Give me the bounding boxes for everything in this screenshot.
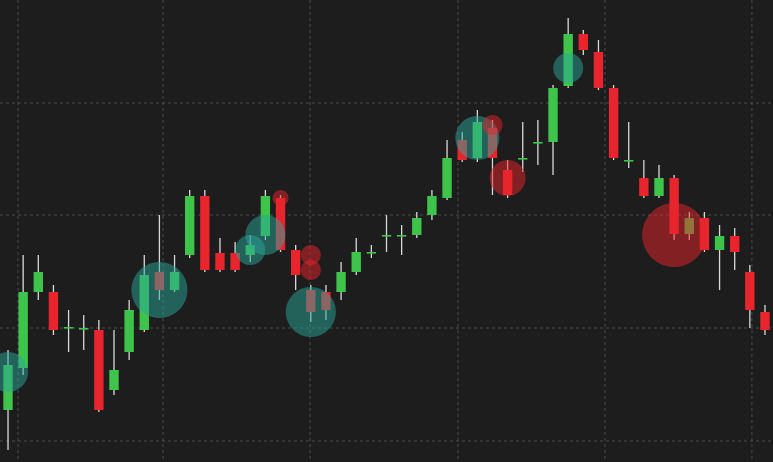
candle-body	[351, 252, 361, 272]
highlight-bubble	[272, 190, 289, 206]
highlight-bubble	[0, 352, 29, 392]
candle-body	[714, 236, 725, 250]
highlight-bubble	[482, 115, 503, 135]
candle-body	[412, 218, 422, 235]
candle-body	[94, 330, 104, 410]
candle-body	[215, 253, 225, 270]
candle-body	[381, 235, 392, 237]
candle-body	[624, 160, 634, 162]
candle-body	[760, 312, 770, 330]
highlight-bubble	[131, 262, 188, 318]
highlight-bubble	[642, 203, 707, 267]
candle-body	[18, 292, 28, 368]
candle-body	[200, 196, 210, 270]
candle-body	[79, 328, 89, 330]
candle-body	[63, 327, 74, 329]
highlight-bubble	[285, 287, 336, 337]
candle-body	[427, 196, 437, 215]
candle-body	[608, 88, 619, 158]
candle-body	[230, 253, 240, 270]
candle-body	[442, 158, 452, 198]
candle-body	[745, 272, 755, 310]
candle-body	[48, 292, 59, 330]
candle-body	[184, 196, 195, 255]
candle-body	[730, 236, 740, 252]
candle-body	[33, 272, 43, 292]
candle-body	[396, 235, 407, 237]
candle-body	[654, 178, 664, 196]
candle-body	[336, 272, 346, 292]
candle-body	[124, 310, 134, 352]
candle-body	[109, 370, 119, 390]
candle-body	[290, 250, 301, 275]
highlight-bubble	[300, 260, 321, 280]
highlight-bubble	[553, 53, 584, 83]
candle-body	[578, 34, 589, 50]
candle-body	[533, 142, 543, 144]
candle-body	[548, 88, 558, 142]
highlight-bubble	[489, 160, 526, 196]
candle-body	[518, 158, 528, 160]
highlight-bubble	[300, 245, 321, 265]
highlight-bubble	[245, 215, 286, 255]
candle-body	[366, 252, 377, 254]
candle-body	[593, 52, 604, 88]
candle-body	[639, 178, 649, 196]
